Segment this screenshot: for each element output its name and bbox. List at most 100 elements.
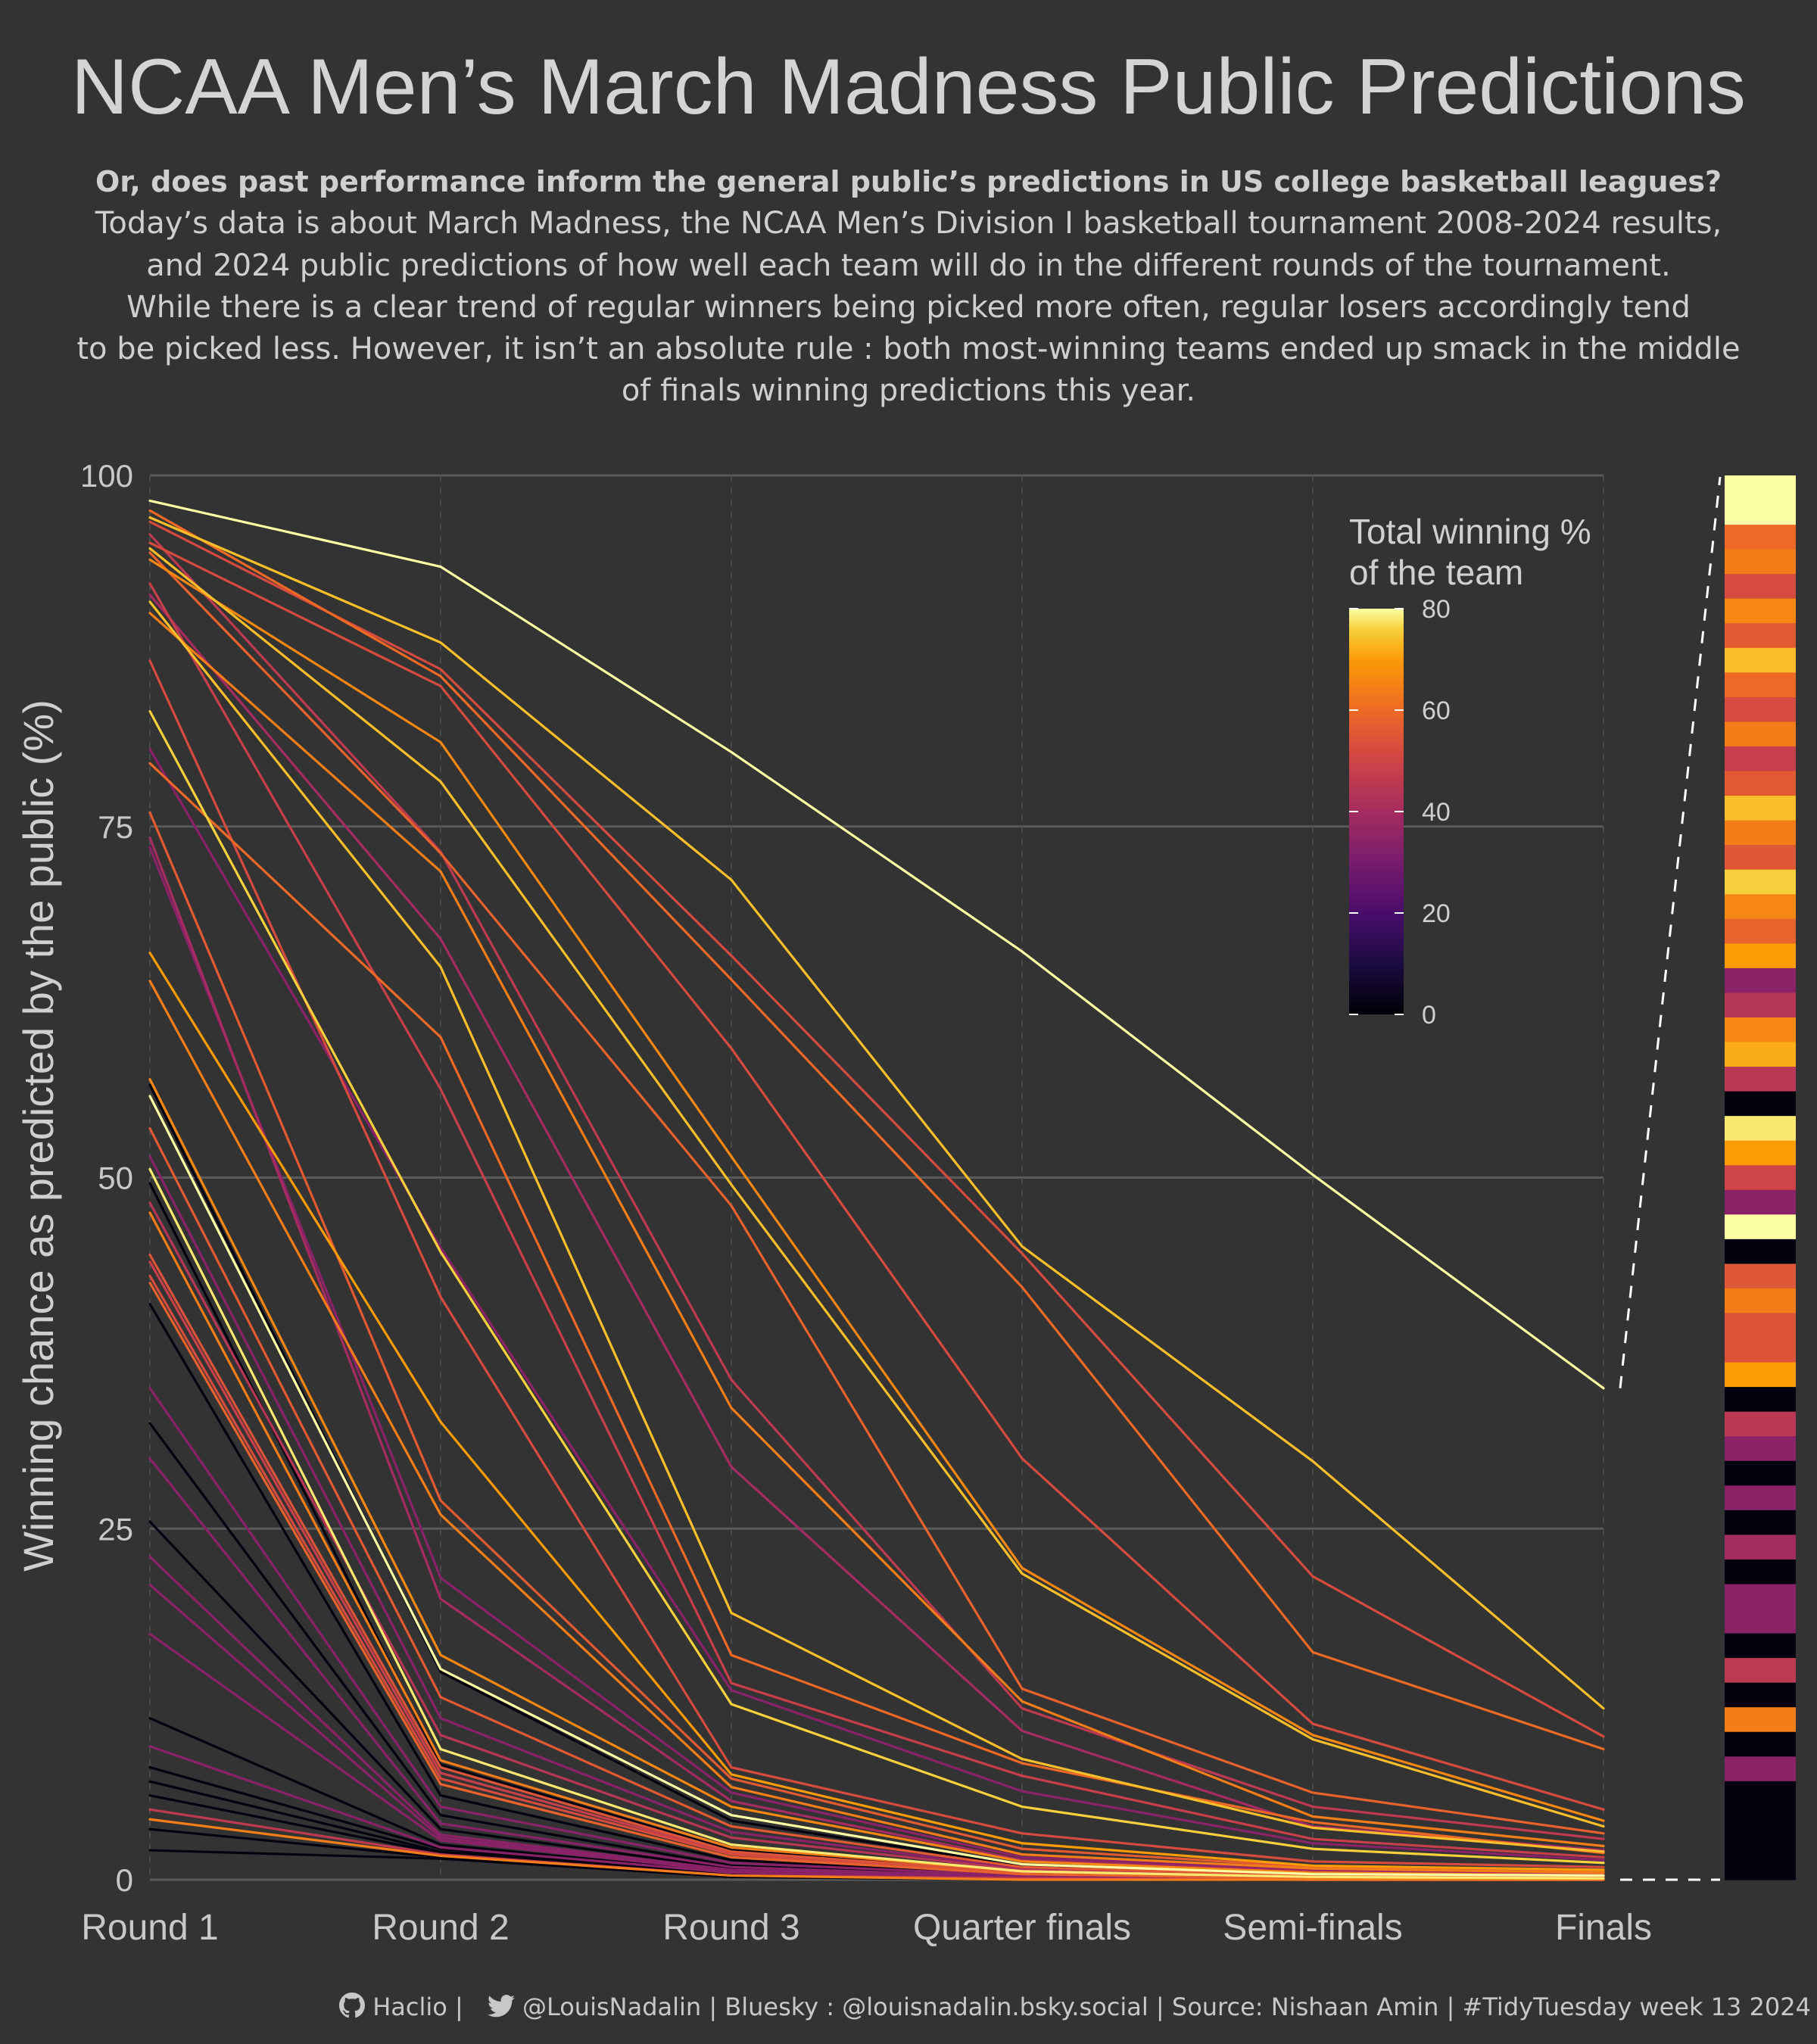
series-line xyxy=(148,612,1605,1848)
y-axis-label: Winning chance as predicted by the publi… xyxy=(14,700,62,1572)
strip-segment xyxy=(1725,1485,1796,1511)
footer-credits-text: @LouisNadalin | Bluesky : @louisnadalin.… xyxy=(522,1993,1811,2021)
strip-segment xyxy=(1725,1116,1796,1142)
strip-segment xyxy=(1725,1288,1796,1314)
series-line xyxy=(148,1253,1605,1880)
series-line xyxy=(148,1155,1605,1878)
x-tick-label: Finals xyxy=(1555,1908,1652,1948)
subtitle-line-5: of finals winning predictions this year. xyxy=(621,373,1196,408)
strip-segment xyxy=(1725,771,1796,796)
colorbar-tick-label: 80 xyxy=(1422,595,1451,624)
strip-segment xyxy=(1725,1806,1796,1831)
strip-segment xyxy=(1725,1140,1796,1166)
colorbar-legend: Total winning % of the team 0 20 40 60 80 xyxy=(1349,512,1591,1030)
colorbar-tick-label: 40 xyxy=(1422,798,1451,827)
colorbar-tick-label: 20 xyxy=(1422,899,1451,928)
strip-segment xyxy=(1725,500,1796,525)
series-line xyxy=(148,516,1605,1710)
series-line xyxy=(148,547,1605,1828)
colorbar-tick-label: 60 xyxy=(1422,696,1451,725)
series-line xyxy=(148,1167,1605,1880)
strip-segment xyxy=(1725,1362,1796,1388)
strip-segment xyxy=(1725,1214,1796,1240)
strip-segment xyxy=(1725,1682,1796,1708)
series-line xyxy=(148,1302,1605,1880)
series-line xyxy=(148,509,1605,1751)
series-line xyxy=(148,710,1605,1865)
series-line xyxy=(148,520,1605,1738)
strip-segment xyxy=(1725,894,1796,920)
series-line xyxy=(148,533,1605,1840)
series-line xyxy=(148,836,1605,1876)
strip-segment xyxy=(1725,967,1796,994)
series-line xyxy=(148,551,1605,1835)
series-line xyxy=(148,811,1605,1873)
subtitle-line-4: to be picked less. However, it isn’t an … xyxy=(76,332,1741,366)
x-tick-label: Quarter finals xyxy=(913,1908,1131,1948)
legend-title-line-2: of the team xyxy=(1349,553,1523,592)
subtitle-question: Or, does past performance inform the gen… xyxy=(95,165,1722,198)
strip-segment xyxy=(1725,623,1796,649)
strip-segment xyxy=(1725,1609,1796,1634)
strip-segment xyxy=(1725,475,1796,501)
strip-segment xyxy=(1725,549,1796,575)
series-line xyxy=(148,582,1605,1859)
colorbar-tick-label: 0 xyxy=(1422,1001,1436,1030)
series-lines xyxy=(148,499,1605,1881)
strip-segment xyxy=(1725,845,1796,871)
footer-github: Haclio | xyxy=(372,1993,463,2021)
y-tick-label: 75 xyxy=(98,809,133,845)
series-line xyxy=(148,1818,1605,1881)
github-icon[interactable] xyxy=(339,1993,366,2024)
strip-segment xyxy=(1725,721,1796,747)
footer-credits: Haclio | @LouisNadalin | Bluesky : @loui… xyxy=(0,1993,1811,2024)
series-line xyxy=(148,1260,1605,1880)
strip-segment xyxy=(1725,1263,1796,1289)
strip-segment xyxy=(1725,1658,1796,1684)
x-tick-label: Semi-finals xyxy=(1223,1908,1402,1948)
strip-segment xyxy=(1725,1042,1796,1067)
strip-segment xyxy=(1725,992,1796,1018)
series-line xyxy=(148,594,1605,1852)
series-line xyxy=(148,952,1605,1871)
subtitle-line-3: While there is a clear trend of regular … xyxy=(126,290,1691,325)
series-line xyxy=(148,748,1605,1862)
strip-segment xyxy=(1725,796,1796,821)
strip-segment xyxy=(1725,1338,1796,1363)
twitter-bird-icon[interactable] xyxy=(487,1994,515,2024)
series-line xyxy=(148,1126,1605,1878)
y-tick-label: 25 xyxy=(98,1511,133,1547)
strip-segment xyxy=(1725,1781,1796,1806)
strip-segment xyxy=(1725,525,1796,550)
strip-segment xyxy=(1725,1855,1796,1880)
strip-segment xyxy=(1725,869,1796,895)
strip-segment xyxy=(1725,918,1796,944)
strip-segment xyxy=(1725,696,1796,723)
strip-segment xyxy=(1725,746,1796,772)
strip-segment xyxy=(1725,574,1796,600)
strip-segment xyxy=(1725,1313,1796,1338)
strip-segment xyxy=(1725,672,1796,698)
strip-segment xyxy=(1725,1559,1796,1585)
strip-segment xyxy=(1725,1067,1796,1092)
series-line xyxy=(148,499,1605,1390)
series-line xyxy=(148,600,1605,1853)
strip-connectors xyxy=(1619,476,1722,1881)
strip-segment xyxy=(1725,1165,1796,1191)
legend-title-line-1: Total winning % xyxy=(1349,512,1591,551)
strip-segment xyxy=(1725,820,1796,846)
connector-top xyxy=(1619,476,1722,1388)
x-tick-label: Round 2 xyxy=(372,1908,509,1948)
x-tick-label: Round 1 xyxy=(81,1908,218,1948)
series-line xyxy=(148,1095,1605,1877)
strip-segment xyxy=(1725,1460,1796,1486)
strip-segment xyxy=(1725,1411,1796,1437)
finals-color-strip xyxy=(1725,475,1796,1880)
strip-segment xyxy=(1725,1830,1796,1856)
strip-segment xyxy=(1725,1584,1796,1609)
strip-segment xyxy=(1725,1436,1796,1462)
strip-segment xyxy=(1725,1387,1796,1413)
strip-segment xyxy=(1725,1535,1796,1560)
strip-segment xyxy=(1725,1189,1796,1215)
